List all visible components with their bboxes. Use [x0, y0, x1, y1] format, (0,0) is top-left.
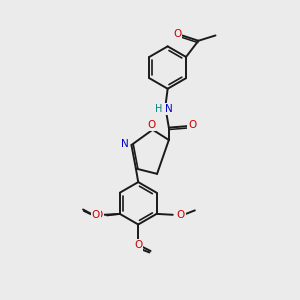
- Text: O: O: [147, 120, 156, 130]
- Text: O: O: [92, 210, 100, 220]
- Text: H: H: [155, 104, 162, 114]
- Text: O: O: [94, 210, 103, 220]
- Text: O: O: [134, 240, 142, 250]
- Text: O: O: [188, 120, 196, 130]
- Text: O: O: [173, 29, 181, 39]
- Text: N: N: [165, 104, 173, 114]
- Text: N: N: [121, 139, 129, 149]
- Text: O: O: [177, 210, 185, 220]
